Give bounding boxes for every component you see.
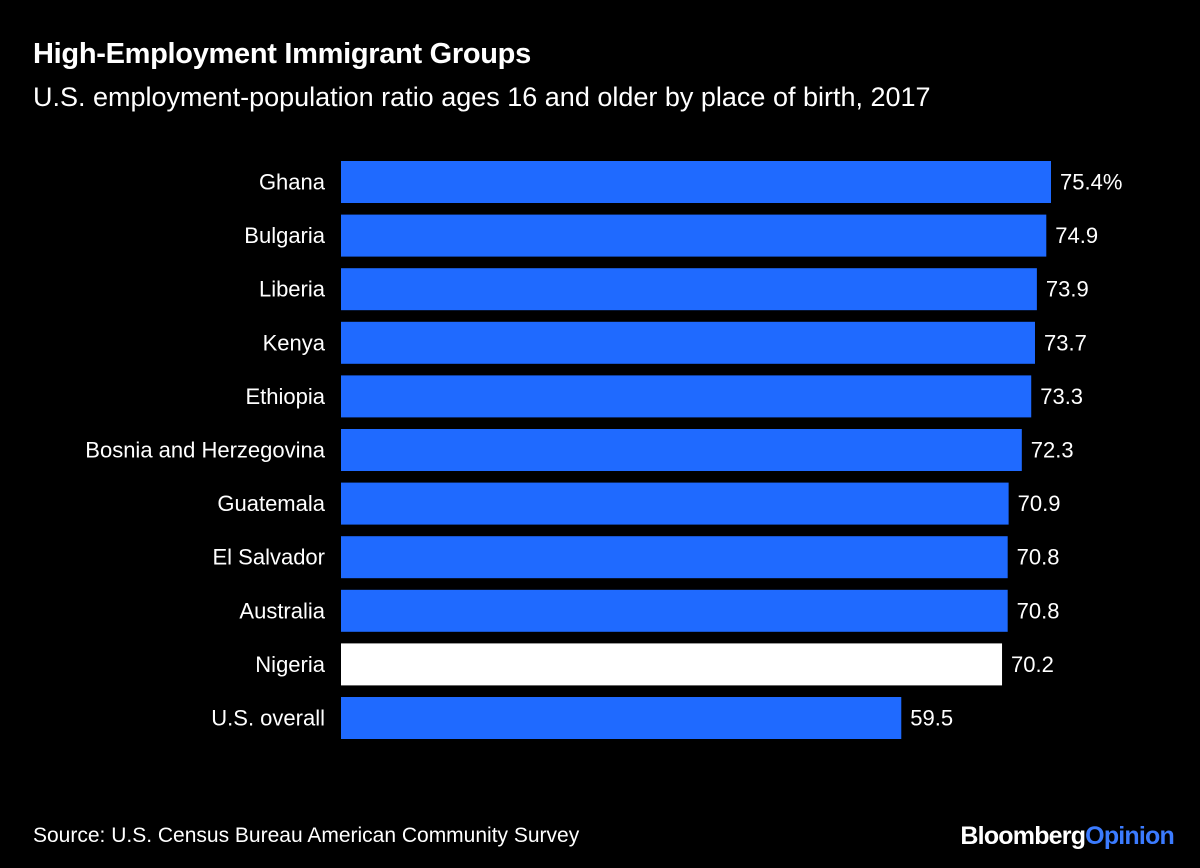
value-label-guatemala: 70.9 bbox=[1018, 491, 1061, 516]
category-label-u-s-overall: U.S. overall bbox=[211, 706, 325, 731]
value-label-ethiopia: 73.3 bbox=[1040, 384, 1083, 409]
category-label-nigeria: Nigeria bbox=[255, 652, 325, 677]
category-label-guatemala: Guatemala bbox=[217, 491, 325, 516]
category-label-el-salvador: El Salvador bbox=[212, 545, 325, 570]
bar-ghana bbox=[341, 161, 1051, 203]
value-label-u-s-overall: 59.5 bbox=[910, 706, 953, 731]
bar-kenya bbox=[341, 321, 1035, 364]
source-note: Source: U.S. Census Bureau American Comm… bbox=[33, 824, 580, 847]
category-label-liberia: Liberia bbox=[259, 277, 326, 302]
value-label-ghana: 75.4% bbox=[1060, 170, 1122, 195]
bar-ethiopia bbox=[341, 375, 1032, 418]
bloomberg-opinion-logo: BloombergOpinion bbox=[960, 822, 1174, 851]
category-label-bulgaria: Bulgaria bbox=[244, 223, 325, 248]
category-label-bosnia-and-herzegovina: Bosnia and Herzegovina bbox=[85, 438, 325, 463]
value-label-nigeria: 70.2 bbox=[1011, 652, 1054, 677]
bar-bulgaria bbox=[341, 214, 1047, 257]
logo-primary-text: Bloomberg bbox=[960, 822, 1086, 850]
bar-chart: Ghana 75.4% Bulgaria 74.9 Liberia 73.9 Kenya 73… bbox=[85, 161, 1122, 739]
bar-bosnia-and-herzegovina bbox=[341, 429, 1022, 471]
value-label-australia: 70.8 bbox=[1017, 598, 1060, 623]
category-label-australia: Australia bbox=[239, 598, 325, 623]
bar-liberia bbox=[341, 268, 1037, 311]
value-label-el-salvador: 70.8 bbox=[1017, 545, 1060, 570]
category-label-kenya: Kenya bbox=[263, 330, 326, 355]
category-label-ethiopia: Ethiopia bbox=[245, 384, 325, 409]
chart-subtitle: U.S. employment-population ratio ages 16… bbox=[33, 82, 931, 112]
logo-secondary-text: Opinion bbox=[1085, 822, 1175, 850]
bar-guatemala bbox=[341, 482, 1009, 525]
bar-el-salvador bbox=[341, 536, 1008, 579]
chart-title: High-Employment Immigrant Groups bbox=[33, 38, 531, 70]
value-label-bulgaria: 74.9 bbox=[1055, 223, 1098, 248]
value-label-kenya: 73.7 bbox=[1044, 330, 1087, 355]
value-label-liberia: 73.9 bbox=[1046, 277, 1089, 302]
bar-australia bbox=[341, 589, 1008, 632]
value-label-bosnia-and-herzegovina: 72.3 bbox=[1031, 438, 1074, 463]
bar-u-s-overall bbox=[341, 697, 902, 739]
category-label-ghana: Ghana bbox=[259, 170, 326, 195]
bar-nigeria bbox=[341, 643, 1003, 686]
